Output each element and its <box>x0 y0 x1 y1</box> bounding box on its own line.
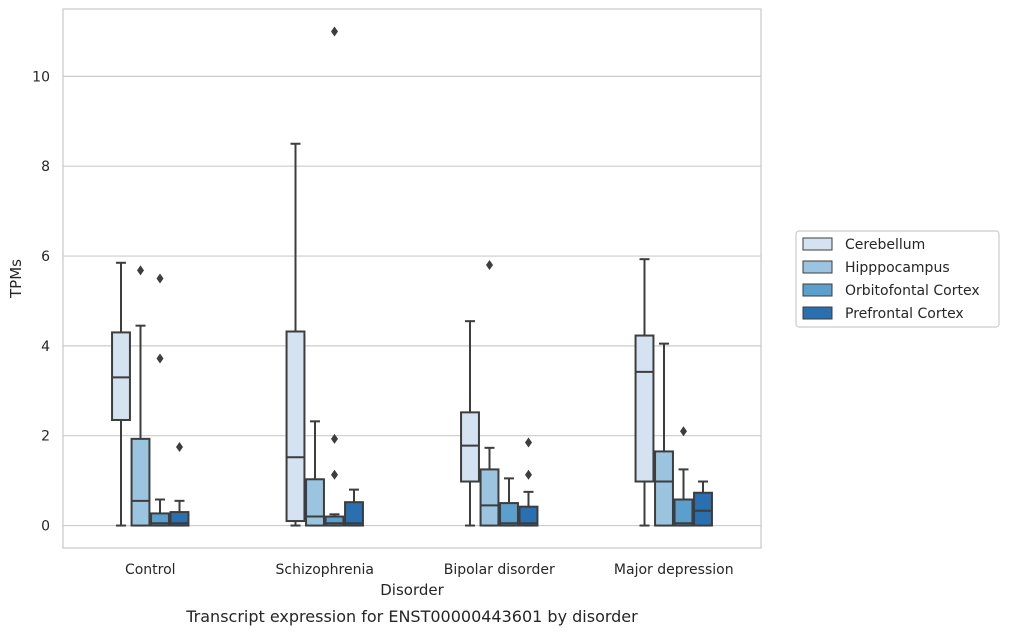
chart-caption: Transcript expression for ENST0000044360… <box>185 607 638 626</box>
box-group <box>499 477 519 527</box>
box-iqr <box>518 505 539 527</box>
box-plot-marks <box>111 26 713 527</box>
x-tick-label: Bipolar disorder <box>444 562 555 578</box>
legend-swatch <box>802 306 833 320</box>
outlier-point <box>486 260 493 271</box>
box-iqr <box>673 498 694 527</box>
box-group <box>150 273 170 527</box>
box-group <box>285 142 306 527</box>
y-tick-label: 10 <box>32 69 50 85</box>
axis-ticks: 0 2 4 6 8 10 Control Schizophrenia Bipolar disor… <box>32 69 733 578</box>
box-group <box>673 426 694 527</box>
outlier-point <box>525 437 532 448</box>
legend-swatch <box>802 237 833 251</box>
box-iqr <box>499 502 519 527</box>
box-group <box>693 480 713 527</box>
box-group <box>518 437 539 527</box>
box-iqr <box>460 411 480 483</box>
legend-swatch <box>802 283 833 297</box>
y-tick-label: 4 <box>41 339 50 355</box>
box-iqr <box>111 331 131 421</box>
box-iqr <box>305 478 325 527</box>
box-group <box>344 488 364 527</box>
box-group <box>479 260 500 527</box>
outlier-point <box>176 441 183 452</box>
outlier-point <box>156 353 164 364</box>
box-group <box>169 441 190 527</box>
outlier-point <box>680 426 687 437</box>
x-tick-label: Schizophrenia <box>276 562 374 578</box>
legend-frame <box>795 230 1000 328</box>
y-axis-label: TPMs <box>7 259 25 299</box>
legend: Cerebellum Hipppocampus Orbitofontal Corte… <box>795 230 1000 328</box>
outlier-point <box>156 273 164 284</box>
y-tick-label: 0 <box>41 519 50 535</box>
legend-swatch <box>802 260 833 274</box>
box-iqr <box>654 450 674 527</box>
box-group <box>305 420 325 527</box>
legend-label: Hipppocampus <box>845 260 950 276</box>
outlier-point <box>331 26 338 37</box>
box-iqr <box>130 437 151 527</box>
x-axis-label: Disorder <box>380 581 444 599</box>
outlier-point <box>331 433 338 444</box>
legend-label: Prefrontal Cortex <box>845 306 964 322</box>
y-tick-label: 8 <box>41 159 50 175</box>
box-iqr <box>479 468 500 527</box>
legend-label: Cerebellum <box>845 237 925 253</box>
box-group <box>111 261 131 527</box>
x-tick-label: Major depression <box>614 562 734 578</box>
box-group <box>324 26 345 527</box>
box-group <box>634 258 655 527</box>
box-group <box>460 320 480 527</box>
box-iqr <box>169 511 190 527</box>
box-iqr <box>693 491 713 527</box>
outlier-point <box>137 265 144 276</box>
legend-label: Orbitofontal Cortex <box>845 283 980 299</box>
outlier-point <box>331 469 338 480</box>
box-iqr <box>324 515 345 527</box>
box-group <box>130 265 151 527</box>
plot-frame <box>62 8 762 549</box>
x-tick-label: Control <box>125 562 176 578</box>
outlier-point <box>525 469 532 480</box>
y-tick-label: 6 <box>41 249 50 265</box>
box-iqr <box>634 334 655 483</box>
box-iqr <box>344 501 364 527</box>
box-iqr <box>285 330 306 523</box>
box-group <box>654 342 674 527</box>
y-tick-label: 2 <box>41 429 50 445</box>
